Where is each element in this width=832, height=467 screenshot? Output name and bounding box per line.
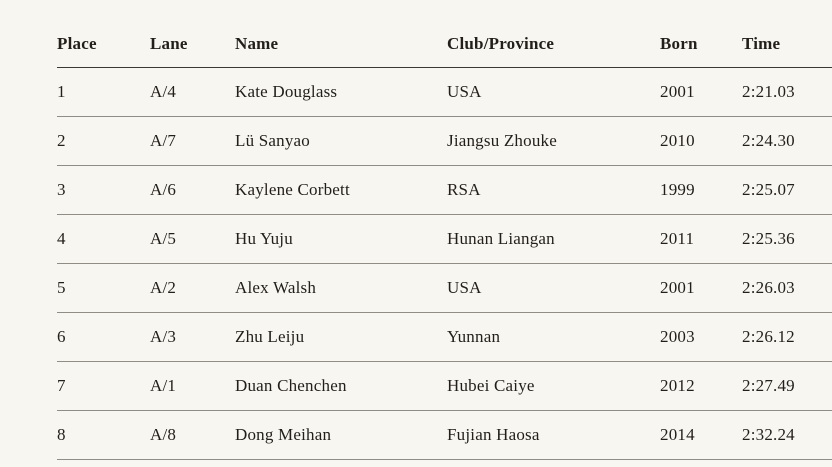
table-row: 6 A/3 Zhu Leiju Yunnan 2003 2:26.12	[57, 312, 832, 362]
table-row: 2 A/7 Lü Sanyao Jiangsu Zhouke 2010 2:24.30	[57, 116, 832, 166]
table-cell: 2012	[660, 361, 742, 411]
table-cell: 6	[57, 312, 150, 362]
table-cell: RSA	[447, 165, 660, 215]
header-row: Place Lane Name Club/Province Born Time	[57, 22, 832, 68]
table-cell: 2:26.03	[742, 263, 832, 313]
table-cell: Hu Yuju	[235, 214, 447, 264]
column-header-time: Time	[742, 22, 832, 68]
table-cell: A/4	[150, 67, 235, 117]
table-row: 7 A/1 Duan Chenchen Hubei Caiye 2012 2:27.49	[57, 361, 832, 411]
table-cell: A/2	[150, 263, 235, 313]
table-cell: 2	[57, 116, 150, 166]
column-header-born: Born	[660, 22, 742, 68]
table-cell: 1999	[660, 165, 742, 215]
table-cell: 2:32.24	[742, 410, 832, 460]
table-cell: USA	[447, 263, 660, 313]
table-cell: Dong Meihan	[235, 410, 447, 460]
table-cell: Hunan Liangan	[447, 214, 660, 264]
table-cell: Lü Sanyao	[235, 116, 447, 166]
table-row: 5 A/2 Alex Walsh USA 2001 2:26.03	[57, 263, 832, 313]
table-cell: A/8	[150, 410, 235, 460]
table-cell: Kate Douglass	[235, 67, 447, 117]
table-cell: 2011	[660, 214, 742, 264]
table-cell: USA	[447, 67, 660, 117]
table-cell: 1	[57, 67, 150, 117]
table-cell: Duan Chenchen	[235, 361, 447, 411]
table-cell: A/7	[150, 116, 235, 166]
column-header-lane: Lane	[150, 22, 235, 68]
table-cell: 2:24.30	[742, 116, 832, 166]
results-table: Place Lane Name Club/Province Born Time …	[57, 22, 832, 460]
table-cell: A/3	[150, 312, 235, 362]
table-cell: 5	[57, 263, 150, 313]
table-cell: Jiangsu Zhouke	[447, 116, 660, 166]
column-header-name: Name	[235, 22, 447, 68]
table-row: 8 A/8 Dong Meihan Fujian Haosa 2014 2:32.24	[57, 410, 832, 460]
table-cell: 2001	[660, 263, 742, 313]
table-cell: A/1	[150, 361, 235, 411]
table-cell: 8	[57, 410, 150, 460]
column-header-place: Place	[57, 22, 150, 68]
table-cell: Fujian Haosa	[447, 410, 660, 460]
table-cell: 2003	[660, 312, 742, 362]
table-cell: 2014	[660, 410, 742, 460]
table-cell: Kaylene Corbett	[235, 165, 447, 215]
table-cell: Zhu Leiju	[235, 312, 447, 362]
table-cell: 2:26.12	[742, 312, 832, 362]
table-cell: 4	[57, 214, 150, 264]
table-cell: Yunnan	[447, 312, 660, 362]
table-cell: Hubei Caiye	[447, 361, 660, 411]
table-row: 3 A/6 Kaylene Corbett RSA 1999 2:25.07	[57, 165, 832, 215]
table-cell: A/5	[150, 214, 235, 264]
table-cell: 2:25.36	[742, 214, 832, 264]
table-cell: 3	[57, 165, 150, 215]
table-cell: 7	[57, 361, 150, 411]
table-body: 1 A/4 Kate Douglass USA 2001 2:21.03 2 A/7 Lü Sa…	[57, 67, 832, 460]
table-cell: A/6	[150, 165, 235, 215]
table-row: 4 A/5 Hu Yuju Hunan Liangan 2011 2:25.36	[57, 214, 832, 264]
table-cell: 2:25.07	[742, 165, 832, 215]
table-cell: 2:21.03	[742, 67, 832, 117]
table-cell: Alex Walsh	[235, 263, 447, 313]
table-cell: 2001	[660, 67, 742, 117]
table-cell: 2:27.49	[742, 361, 832, 411]
table-row: 1 A/4 Kate Douglass USA 2001 2:21.03	[57, 67, 832, 117]
column-header-club-province: Club/Province	[447, 22, 660, 68]
table-cell: 2010	[660, 116, 742, 166]
